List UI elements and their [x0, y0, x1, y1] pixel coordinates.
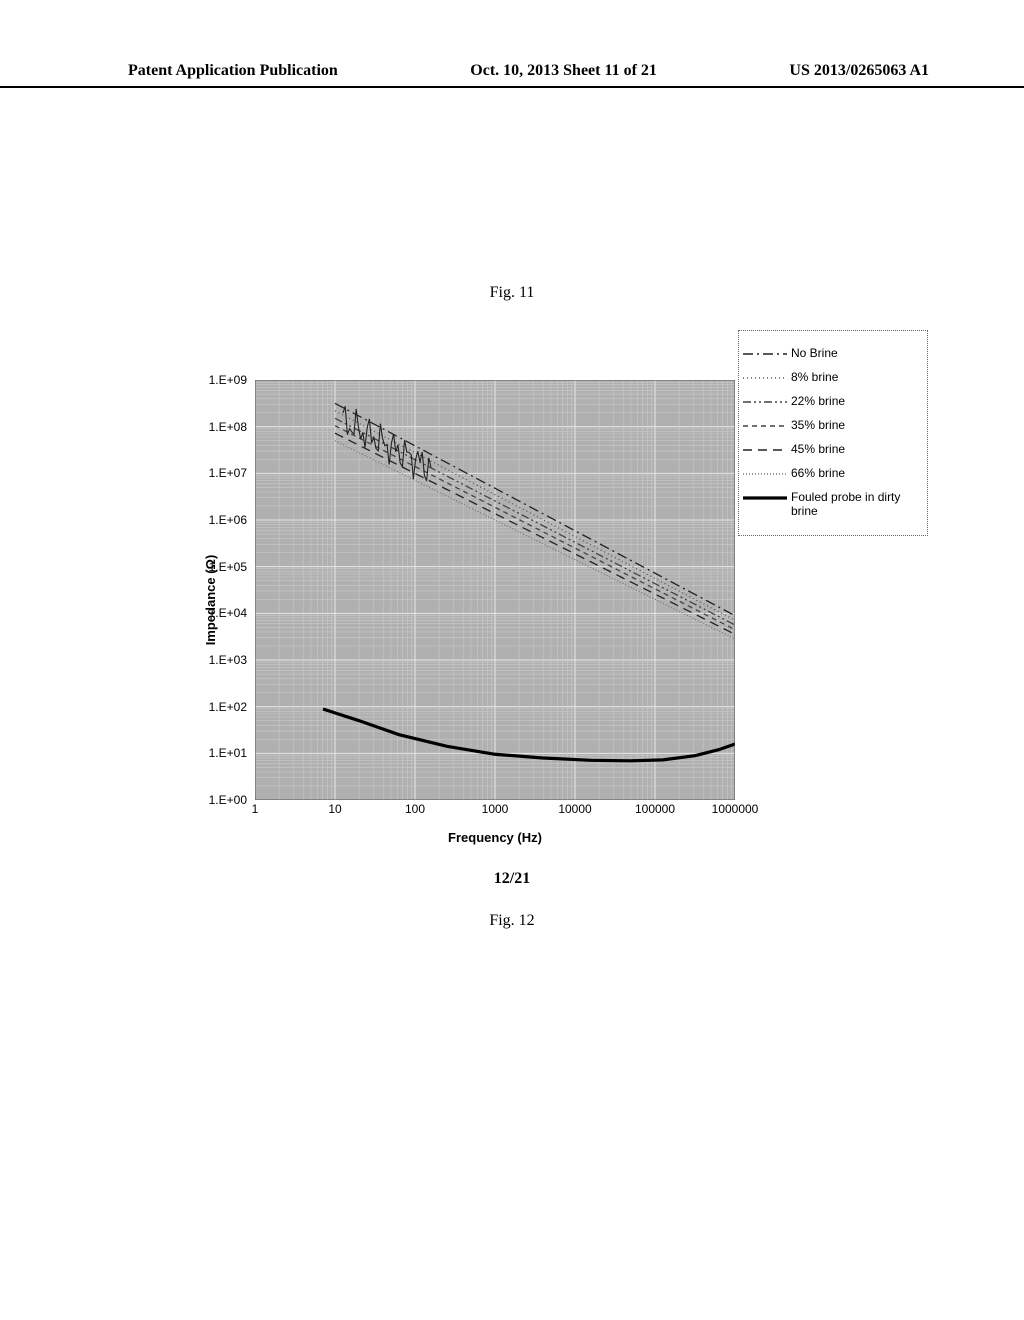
y-tick-label: 1.E+08	[209, 420, 247, 434]
y-tick-label: 1.E+01	[209, 746, 247, 760]
legend-swatch	[743, 491, 787, 505]
legend-item: 22% brine	[743, 395, 923, 409]
y-tick-label: 1.E+05	[209, 560, 247, 574]
x-tick-label: 100000	[635, 802, 675, 816]
page-counter: 12/21	[0, 870, 1024, 888]
x-tick-label: 1	[252, 802, 259, 816]
x-tick-label: 1000000	[712, 802, 759, 816]
x-tick-label: 10	[328, 802, 341, 816]
y-axis-ticks: 1.E+001.E+011.E+021.E+031.E+041.E+051.E+…	[195, 380, 251, 800]
y-tick-label: 1.E+04	[209, 606, 247, 620]
y-tick-label: 1.E+09	[209, 373, 247, 387]
legend-swatch	[743, 395, 787, 409]
header-left: Patent Application Publication	[128, 62, 338, 80]
legend-label: 22% brine	[791, 395, 923, 409]
legend-label: 35% brine	[791, 419, 923, 433]
legend-swatch	[743, 443, 787, 457]
legend-label: 66% brine	[791, 467, 923, 481]
chart-legend: No Brine 8% brine 22% brine 35% brine 45% br…	[738, 330, 928, 536]
legend-item: 35% brine	[743, 419, 923, 433]
page-header: Patent Application Publication Oct. 10, …	[0, 62, 1024, 88]
legend-swatch	[743, 467, 787, 481]
figure-label-bottom: Fig. 12	[0, 912, 1024, 930]
header-right: US 2013/0265063 A1	[789, 62, 929, 80]
legend-label: 8% brine	[791, 371, 923, 385]
plot-svg	[255, 380, 735, 800]
legend-swatch	[743, 371, 787, 385]
y-tick-label: 1.E+07	[209, 466, 247, 480]
header-center: Oct. 10, 2013 Sheet 11 of 21	[470, 62, 657, 80]
impedance-chart: Impedance (Ω) 1.E+001.E+011.E+021.E+031.…	[175, 360, 875, 840]
x-tick-label: 100	[405, 802, 425, 816]
legend-item: No Brine	[743, 347, 923, 361]
legend-item: 66% brine	[743, 467, 923, 481]
legend-swatch	[743, 419, 787, 433]
legend-item: 45% brine	[743, 443, 923, 457]
y-tick-label: 1.E+02	[209, 700, 247, 714]
x-axis-label: Frequency (Hz)	[255, 830, 735, 845]
legend-swatch	[743, 347, 787, 361]
legend-label: Fouled probe in dirty brine	[791, 491, 923, 519]
x-tick-label: 10000	[558, 802, 591, 816]
y-tick-label: 1.E+00	[209, 793, 247, 807]
legend-item: Fouled probe in dirty brine	[743, 491, 923, 519]
legend-item: 8% brine	[743, 371, 923, 385]
legend-label: 45% brine	[791, 443, 923, 457]
figure-label-top: Fig. 11	[0, 284, 1024, 302]
y-tick-label: 1.E+06	[209, 513, 247, 527]
legend-label: No Brine	[791, 347, 923, 361]
x-tick-label: 1000	[482, 802, 509, 816]
y-tick-label: 1.E+03	[209, 653, 247, 667]
plot-area	[255, 380, 735, 800]
